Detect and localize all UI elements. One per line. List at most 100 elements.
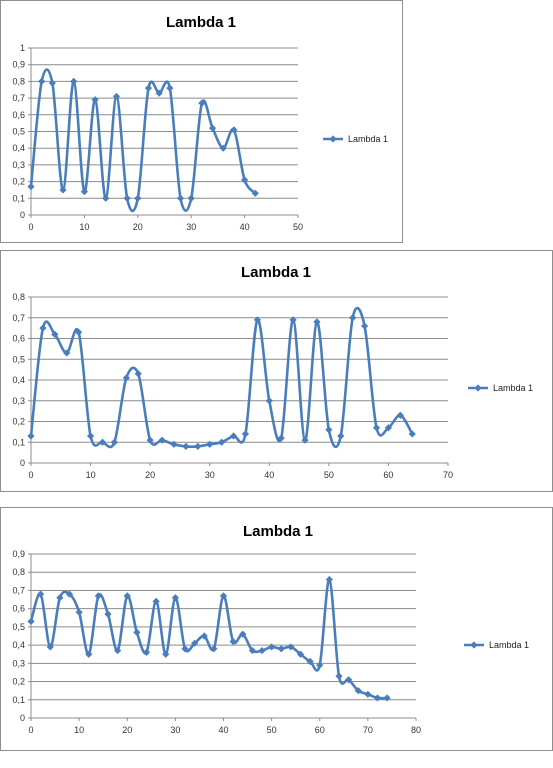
data-point: [306, 657, 314, 666]
data-point: [191, 639, 199, 647]
data-point: [316, 661, 324, 669]
data-point: [98, 438, 107, 446]
legend-label: Lambda 1: [489, 640, 529, 650]
y-tick-label: 0,6: [12, 604, 25, 614]
data-point: [91, 96, 99, 104]
data-point: [408, 430, 416, 438]
y-tick-label: 0: [20, 713, 25, 723]
x-tick-label: 40: [218, 725, 228, 735]
chart-title: Lambda 1: [243, 523, 313, 540]
data-point: [210, 645, 218, 653]
data-point: [171, 594, 179, 602]
x-tick-label: 10: [74, 725, 84, 735]
chart-3: Lambda 1 0 0,1 0,2 0,3 0,4 0,5 0,6 0,7 0,8 0,9 0 10 2…: [12, 523, 529, 735]
data-point: [102, 194, 110, 202]
data-point: [229, 637, 237, 646]
data-point: [268, 643, 276, 651]
y-tick-label: 0,2: [12, 417, 25, 427]
data-point: [258, 646, 266, 655]
data-point: [85, 650, 93, 658]
data-point: [337, 432, 345, 440]
data-point: [133, 628, 141, 636]
x-tick-label: 20: [145, 470, 155, 480]
y-tick-label: 0,3: [12, 396, 25, 406]
legend-label: Lambda 1: [493, 383, 533, 393]
data-point: [241, 430, 250, 438]
data-point: [218, 438, 226, 446]
data-point: [46, 643, 54, 651]
x-tick-label: 70: [363, 725, 373, 735]
x-tick-label: 50: [267, 725, 277, 735]
data-point: [152, 597, 160, 605]
x-tick-label: 40: [240, 222, 250, 232]
data-point: [27, 617, 35, 626]
data-point: [373, 694, 382, 702]
x-tick-label: 0: [28, 725, 33, 735]
y-tick-label: 0,7: [12, 585, 25, 595]
data-point: [155, 89, 163, 97]
y-tick-label: 0,3: [12, 160, 25, 170]
series-line: [29, 578, 389, 700]
data-point: [296, 650, 305, 658]
data-point: [75, 608, 83, 616]
x-tick-label: 50: [324, 470, 334, 480]
legend-marker: [474, 384, 482, 392]
data-point: [59, 186, 67, 194]
chart-panel-1: Lambda 1 0 0,1 0,2 0,3 0,4 0,5 0,6 0,7 0,8 0,9 1 0 10…: [0, 0, 403, 243]
data-point: [134, 194, 142, 202]
data-point: [86, 432, 95, 440]
data-point: [112, 92, 121, 101]
x-tick-label: 60: [383, 470, 393, 480]
data-point: [48, 79, 56, 87]
data-point: [265, 397, 273, 405]
data-point: [38, 77, 46, 85]
y-tick-label: 0,5: [12, 127, 25, 137]
data-point: [325, 426, 333, 434]
y-tick-label: 0,9: [12, 60, 25, 70]
chart-panel-3: Lambda 1 0 0,1 0,2 0,3 0,4 0,5 0,6 0,7 0,8 0,9 0 10 2…: [0, 507, 553, 751]
data-point: [166, 84, 174, 92]
data-point: [372, 424, 381, 432]
chart-1: Lambda 100,10,20,30,40,50,60,70,80,910 10…: [12, 14, 388, 232]
data-point: [383, 694, 391, 702]
data-point: [122, 374, 130, 382]
y-tick-label: 0,1: [12, 193, 25, 203]
y-tick-label: 0,6: [12, 110, 25, 120]
y-tick-label: 0,8: [12, 567, 25, 577]
x-tick-label: 10: [86, 470, 96, 480]
y-tick-label: 0,9: [12, 549, 25, 559]
y-tick-label: 0,8: [12, 292, 25, 302]
y-tick-label: 0,3: [12, 658, 25, 668]
legend-marker: [470, 641, 478, 649]
data-point: [56, 594, 64, 602]
data-point: [194, 442, 202, 450]
x-tick-label: 10: [79, 222, 89, 232]
data-point: [198, 99, 206, 107]
y-tick-label: 1: [20, 43, 25, 53]
chart-panel-2: Lambda 1 0 0,1 0,2 0,3 0,4 0,5 0,6 0,7 0,8 0 10 20 30…: [0, 250, 553, 492]
y-tick-label: 0,7: [12, 313, 25, 323]
chart-title: Lambda 1: [241, 264, 311, 281]
data-point: [176, 194, 185, 202]
y-tick-label: 0,2: [12, 677, 25, 687]
y-tick-label: 0,4: [12, 640, 25, 650]
data-point: [219, 144, 227, 152]
data-point: [349, 314, 357, 322]
data-point: [208, 124, 217, 132]
data-point: [364, 690, 372, 698]
x-tick-label: 20: [122, 725, 132, 735]
legend-label: Lambda 1: [348, 134, 388, 144]
legend-marker: [329, 135, 337, 143]
data-point: [325, 575, 333, 584]
x-tick-label: 20: [133, 222, 143, 232]
data-point: [230, 126, 238, 134]
y-tick-label: 0,8: [12, 76, 25, 86]
data-point: [70, 77, 78, 85]
data-point: [27, 183, 35, 191]
data-point: [396, 411, 404, 419]
y-tick-label: 0,1: [12, 437, 25, 447]
chart-title: Lambda 1: [166, 14, 236, 31]
data-point: [39, 324, 47, 332]
y-tick-label: 0,2: [12, 177, 25, 187]
x-tick-label: 0: [28, 222, 33, 232]
